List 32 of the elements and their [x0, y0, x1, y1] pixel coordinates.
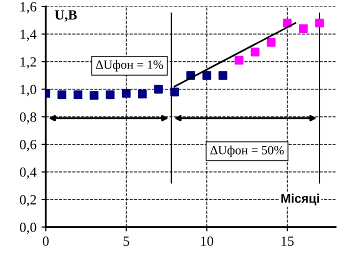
y-tick-label: 0,6: [20, 140, 36, 152]
y-tick-label: 0,8: [20, 112, 36, 124]
point: [234, 56, 244, 65]
x-tick-label: 5: [124, 236, 130, 246]
point: [299, 24, 308, 33]
point: [170, 88, 179, 96]
y-tick-label: 0,4: [20, 168, 37, 179]
annotation: ΔUфон = 1%: [96, 60, 164, 72]
point: [218, 71, 228, 80]
point: [74, 90, 82, 100]
y-tick-label: 1,0: [20, 84, 36, 96]
annotation: ΔUфон = 50%: [210, 146, 284, 157]
y-tick-label: 1,6: [20, 2, 36, 14]
y-axis-title: U,B: [54, 10, 77, 22]
x-axis-title: Місяці: [281, 194, 319, 206]
y-tick-label: 0,0: [20, 222, 36, 234]
point: [250, 48, 260, 56]
y-tick-label: 0,2: [20, 195, 36, 206]
point: [202, 71, 212, 80]
x-tick-label: 15: [282, 236, 294, 246]
x-tick-label: 10: [201, 236, 214, 246]
point: [138, 90, 147, 98]
point: [315, 18, 324, 28]
point: [154, 84, 163, 94]
point: [266, 38, 276, 47]
point: [90, 91, 98, 100]
point: [122, 88, 131, 98]
x-tick-label: 0: [42, 236, 49, 246]
y-tick-label: 1,2: [20, 57, 36, 69]
point: [58, 90, 66, 100]
y-tick-label: 1,4: [20, 30, 37, 42]
point: [106, 90, 115, 100]
